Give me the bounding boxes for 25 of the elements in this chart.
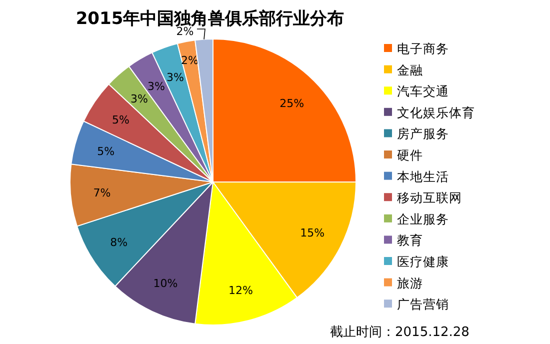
data-label: 7% [93,186,111,200]
legend-label: 广告营销 [397,296,449,312]
data-label: 3% [147,80,165,93]
legend-label: 教育 [397,232,423,248]
legend-label: 金融 [397,62,423,78]
legend-label: 本地生活 [397,168,449,184]
text: 截止时间：2015.12.28 [330,325,470,340]
legend-label: 硬件 [397,148,423,162]
legend-label: 企业服务 [397,211,449,226]
legend-label: 房产服务 [397,126,449,142]
data-label: 15% [300,226,325,240]
legend-label: 电子商务 [397,41,449,56]
data-label: 3% [130,92,148,106]
data-label: 12% [228,284,253,298]
legend-label: 移动互联网 [397,190,462,206]
data-label: 25% [280,97,304,110]
data-label: 10% [153,276,178,290]
legend-label: 医疗健康 [397,254,449,269]
legend-label: 文化娱乐体育 [397,104,475,120]
legend-label: 旅游 [397,275,423,290]
data-label: 5% [112,113,130,126]
data-label: 3% [166,71,184,84]
data-label: 8% [110,236,128,249]
legend-label: 汽车交通 [397,84,449,99]
data-label: 5% [97,144,115,158]
